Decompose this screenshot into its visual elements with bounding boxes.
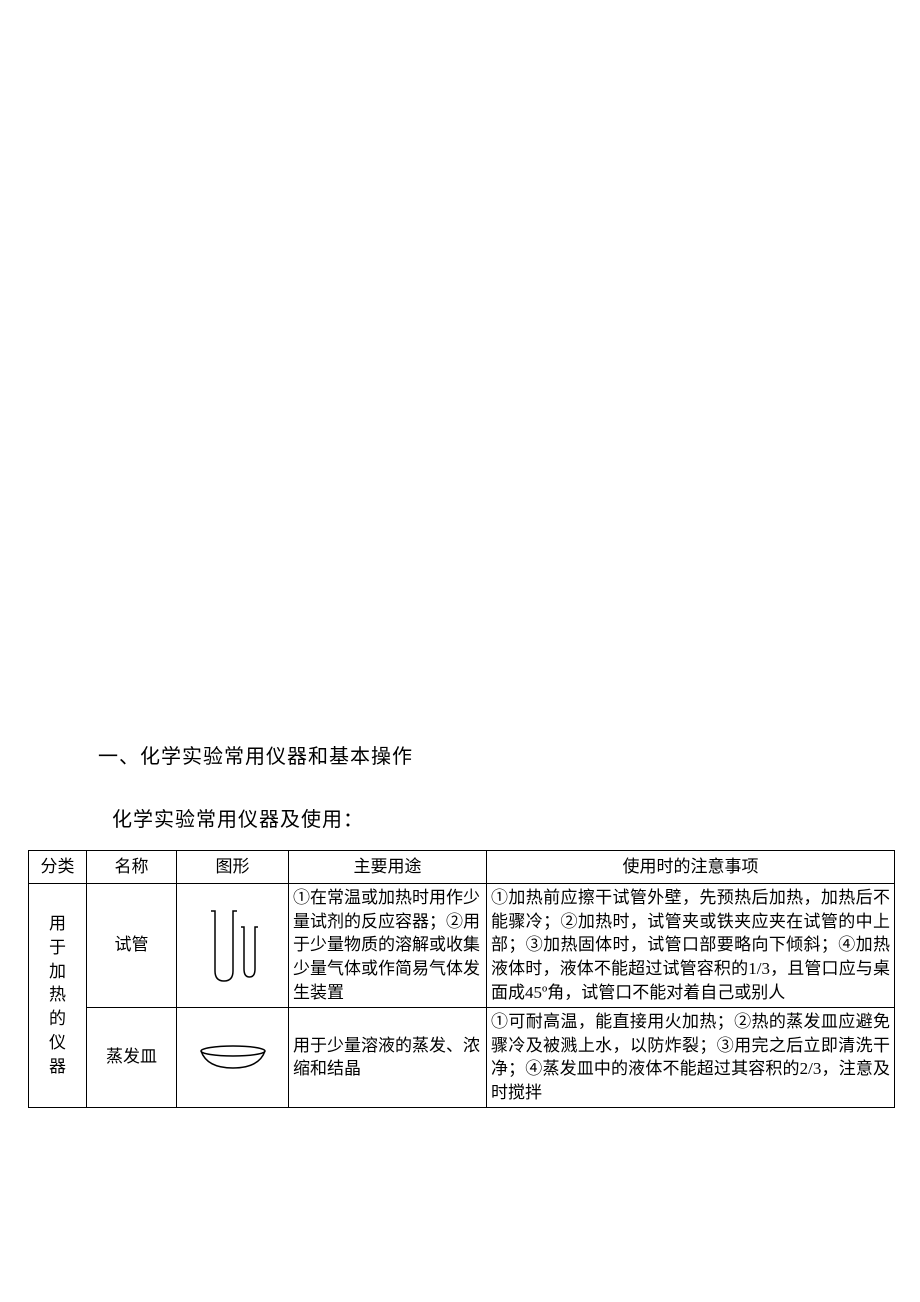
test-tube-icon (203, 905, 263, 985)
notes-cell-test-tube: ①加热前应擦干试管外壁，先预热后加热，加热后不能骤冷；②加热时，试管夹或铁夹应夹… (487, 883, 895, 1007)
header-category: 分类 (29, 851, 87, 884)
name-cell-test-tube: 试管 (87, 883, 177, 1007)
header-name: 名称 (87, 851, 177, 884)
header-figure: 图形 (177, 851, 289, 884)
figure-cell-evaporating-dish (177, 1007, 289, 1107)
evaporating-dish-icon (193, 1042, 273, 1072)
equipment-table: 分类 名称 图形 主要用途 使用时的注意事项 用 于 加 热 的 仪 器 试管 (28, 850, 895, 1108)
table-row: 蒸发皿 用于少量溶液的蒸发、浓缩和结晶 ①可耐高温，能直接用火加热；②热的蒸发皿… (29, 1007, 895, 1107)
category-cell: 用 于 加 热 的 仪 器 (29, 883, 87, 1107)
table-header-row: 分类 名称 图形 主要用途 使用时的注意事项 (29, 851, 895, 884)
notes-cell-evaporating-dish: ①可耐高温，能直接用火加热；②热的蒸发皿应避免骤冷及被溅上水，以防炸裂；③用完之… (487, 1007, 895, 1107)
table-row: 用 于 加 热 的 仪 器 试管 ①在常温或加热时用作少量试剂的反应容器；②用于… (29, 883, 895, 1007)
usage-cell-test-tube: ①在常温或加热时用作少量试剂的反应容器；②用于少量物质的溶解或收集少量气体或作简… (289, 883, 487, 1007)
section-subheading: 化学实验常用仪器及使用： (112, 803, 920, 832)
figure-cell-test-tube (177, 883, 289, 1007)
usage-cell-evaporating-dish: 用于少量溶液的蒸发、浓缩和结晶 (289, 1007, 487, 1107)
header-usage: 主要用途 (289, 851, 487, 884)
section-heading: 一、化学实验常用仪器和基本操作 (98, 740, 920, 769)
header-notes: 使用时的注意事项 (487, 851, 895, 884)
name-cell-evaporating-dish: 蒸发皿 (87, 1007, 177, 1107)
document-content: 一、化学实验常用仪器和基本操作 化学实验常用仪器及使用： 分类 名称 图形 主要… (0, 740, 920, 1108)
